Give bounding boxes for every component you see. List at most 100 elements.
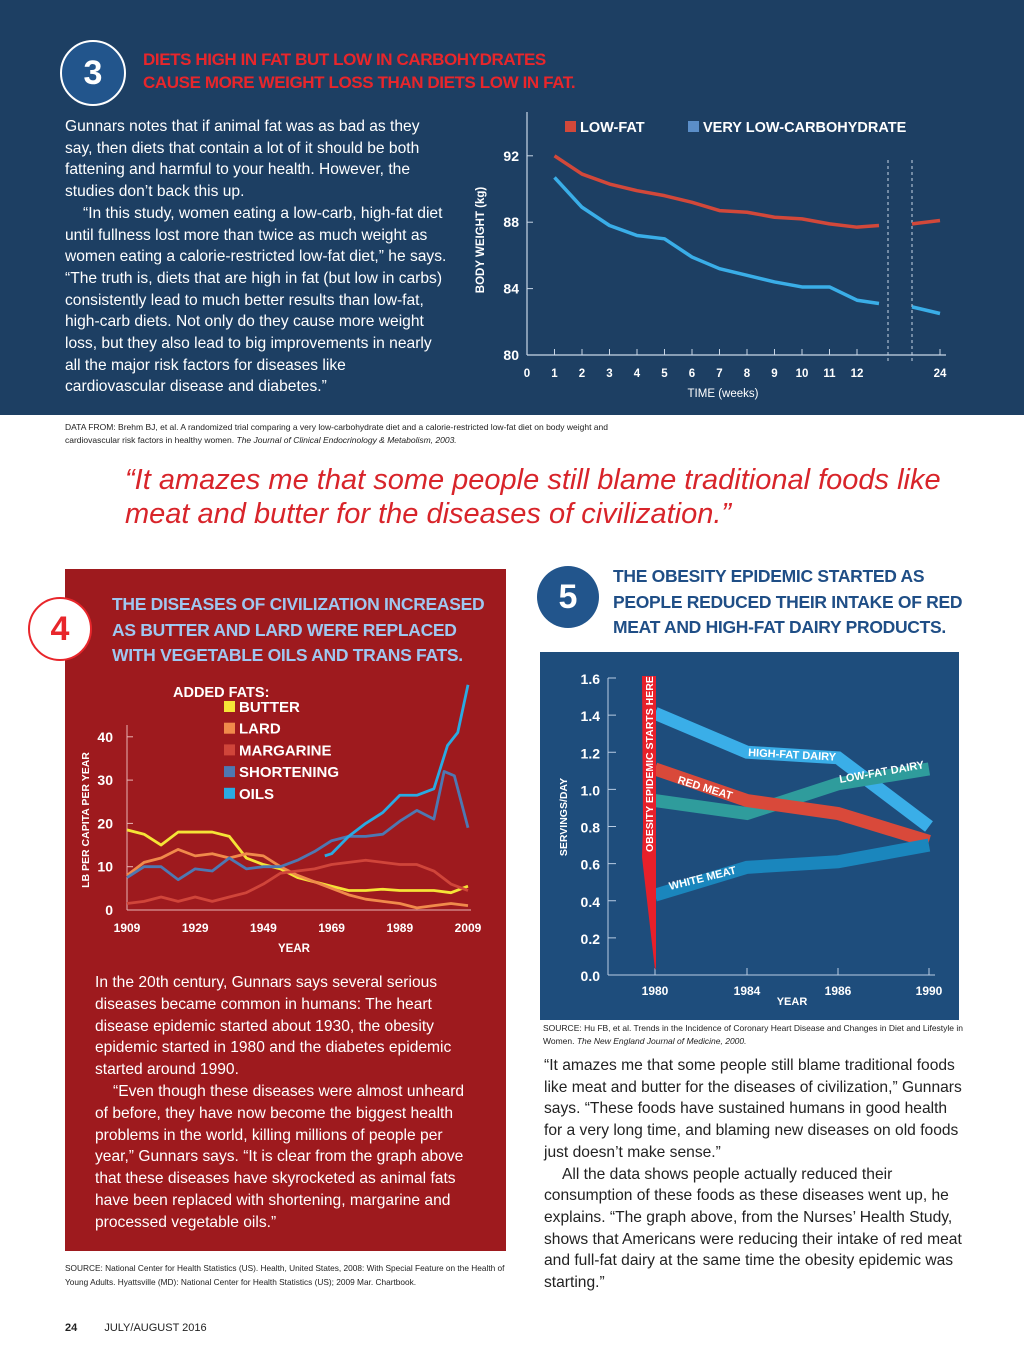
y-tick-label: 10 — [97, 859, 113, 875]
series-line-oils — [324, 684, 470, 858]
section-4-body: In the 20th century, Gunnars says severa… — [95, 972, 475, 1234]
issue-date: JULY/AUGUST 2016 — [104, 1322, 207, 1334]
section-5-paragraph: “It amazes me that some people still bla… — [544, 1057, 962, 1161]
x-tick-label: 10 — [796, 368, 809, 380]
y-tick-label: 84 — [503, 281, 519, 297]
series-line-butter — [126, 828, 469, 895]
y-tick-label: 1.4 — [581, 708, 601, 724]
legend-swatch — [224, 744, 235, 756]
section-5-source: SOURCE: Hu FB, et al. Trends in the Inci… — [543, 1022, 973, 1048]
added-fats-chart: 0 10 20 30 40 1909 1929 1949 1969 1989 2009 YEAR LB … — [80, 684, 482, 955]
legend-swatch — [688, 121, 699, 132]
x-tick-label: 3 — [606, 368, 612, 380]
x-tick-label: 1 — [551, 368, 558, 380]
x-tick-label: 1986 — [825, 984, 852, 998]
x-tick-label: 12 — [851, 368, 864, 380]
x-axis-label: YEAR — [777, 996, 808, 1008]
section-5-body: “It amazes me that some people still bla… — [544, 1055, 964, 1294]
section-4-number-badge: 4 — [28, 597, 92, 661]
y-tick-label: 30 — [97, 772, 113, 788]
y-tick-label: 0.6 — [581, 857, 601, 873]
x-tick-label: 1990 — [916, 984, 943, 998]
legend-label: OILS — [239, 786, 274, 803]
legend-swatch — [224, 766, 235, 778]
source-text: DATA FROM: Brehm BJ, et al. A randomized… — [65, 422, 608, 445]
series-band-high-fat-dairy — [652, 707, 933, 832]
x-tick-label: 8 — [744, 368, 751, 380]
x-tick-label: 1969 — [318, 921, 345, 935]
servings-chart: 0.0 0.2 0.4 0.6 0.8 1.0 1.2 1.4 1.6 1980 1984 1986 1… — [540, 652, 959, 1020]
y-tick-label: 80 — [503, 347, 519, 363]
legend-swatch — [224, 722, 235, 734]
x-tick-label: 9 — [771, 368, 777, 380]
page-footer: 24 JULY/AUGUST 2016 — [65, 1322, 207, 1334]
section-3-paragraph: “In this study, women eating a low-carb,… — [65, 204, 447, 396]
x-tick-label: 11 — [823, 368, 836, 380]
obesity-epidemic-label: OBESITY EPIDEMIC STARTS HERE — [644, 676, 656, 852]
legend-title: ADDED FATS: — [173, 685, 269, 701]
x-tick-label: 1984 — [734, 984, 761, 998]
series-line-margarine — [126, 858, 469, 905]
y-tick-label: 20 — [97, 815, 113, 831]
y-axis-label: LB PER CAPITA PER YEAR — [80, 752, 92, 888]
section-4-title: THE DISEASES OF CIVILIZATION INCREASED A… — [112, 594, 485, 665]
series-line-shortening — [126, 770, 470, 882]
x-tick-label: 1980 — [642, 984, 669, 998]
legend-label: SHORTENING — [239, 764, 339, 781]
section-3-title-line1: DIETS HIGH IN FAT BUT LOW IN CARBOHYDRAT… — [143, 50, 546, 69]
x-tick-label: 24 — [934, 368, 947, 380]
x-axis-label: YEAR — [278, 943, 311, 955]
legend-label: VERY LOW-CARBOHYDRATE — [703, 120, 907, 136]
legend-label: MARGARINE — [239, 742, 332, 759]
y-axis-label: BODY WEIGHT (kg) — [475, 187, 487, 294]
series-line-after-break-1 — [911, 305, 941, 316]
legend-label: BUTTER — [239, 699, 300, 716]
section-4-paragraph: “Even though these diseases were almost … — [95, 1082, 465, 1231]
x-tick-label: 1989 — [386, 921, 413, 935]
y-tick-label: 0.2 — [581, 931, 601, 947]
series-line-0 — [553, 154, 880, 229]
y-tick-label: 0.8 — [581, 820, 601, 836]
x-tick-label: 1929 — [182, 921, 209, 935]
series-line-after-break-0 — [911, 218, 941, 226]
section-3-body: Gunnars notes that if animal fat was as … — [65, 116, 450, 398]
source-journal: The Journal of Clinical Endocrinology & … — [236, 435, 457, 445]
section-3-number-badge: 3 — [60, 40, 126, 106]
series-band-low-fat-dairy — [654, 762, 931, 821]
y-tick-label: 88 — [503, 214, 519, 230]
obesity-epidemic-marker — [642, 676, 656, 970]
y-tick-label: 40 — [97, 729, 113, 745]
section-3-panel — [0, 0, 1024, 415]
legend-swatch — [224, 787, 235, 799]
section-3-paragraph: Gunnars notes that if animal fat was as … — [65, 118, 420, 201]
legend-swatch — [224, 701, 235, 712]
x-tick-label: 1909 — [114, 921, 141, 935]
legend-swatch — [565, 121, 576, 132]
section-4-paragraph: In the 20th century, Gunnars says severa… — [95, 974, 452, 1079]
series-line-1 — [553, 176, 880, 306]
series-band-white-meat — [653, 838, 931, 902]
y-tick-label: 0.4 — [581, 894, 601, 910]
x-tick-label: 2 — [579, 368, 585, 380]
y-tick-label: 1.2 — [581, 745, 601, 761]
series-band-red-meat — [652, 762, 931, 848]
section-3-title: DIETS HIGH IN FAT BUT LOW IN CARBOHYDRAT… — [143, 48, 663, 94]
x-tick-label: 2009 — [455, 921, 482, 935]
source-text: SOURCE: Hu FB, et al. Trends in the Inci… — [543, 1023, 964, 1046]
x-tick-label: 7 — [716, 368, 722, 380]
section-5-number-badge: 5 — [537, 566, 599, 628]
section-3-source: DATA FROM: Brehm BJ, et al. A randomized… — [65, 421, 665, 447]
section-4-source: SOURCE: National Center for Health Stati… — [65, 1263, 505, 1287]
y-tick-label: 0.0 — [581, 968, 601, 984]
y-tick-label: 1.6 — [581, 671, 601, 687]
page-number: 24 — [65, 1322, 78, 1334]
y-tick-label: 1.0 — [581, 782, 601, 798]
x-axis-label: TIME (weeks) — [688, 388, 759, 400]
section-5-title: THE OBESITY EPIDEMIC STARTED AS PEOPLE R… — [613, 566, 963, 637]
section-5-paragraph: All the data shows people actually reduc… — [544, 1165, 962, 1292]
y-tick-label: 0 — [105, 902, 113, 918]
section-3-title-line2: CAUSE MORE WEIGHT LOSS THAN DIETS LOW IN… — [143, 73, 576, 92]
series-label: HIGH-FAT DAIRY — [748, 747, 837, 764]
y-axis-label: SERVINGS/DAY — [558, 778, 570, 856]
